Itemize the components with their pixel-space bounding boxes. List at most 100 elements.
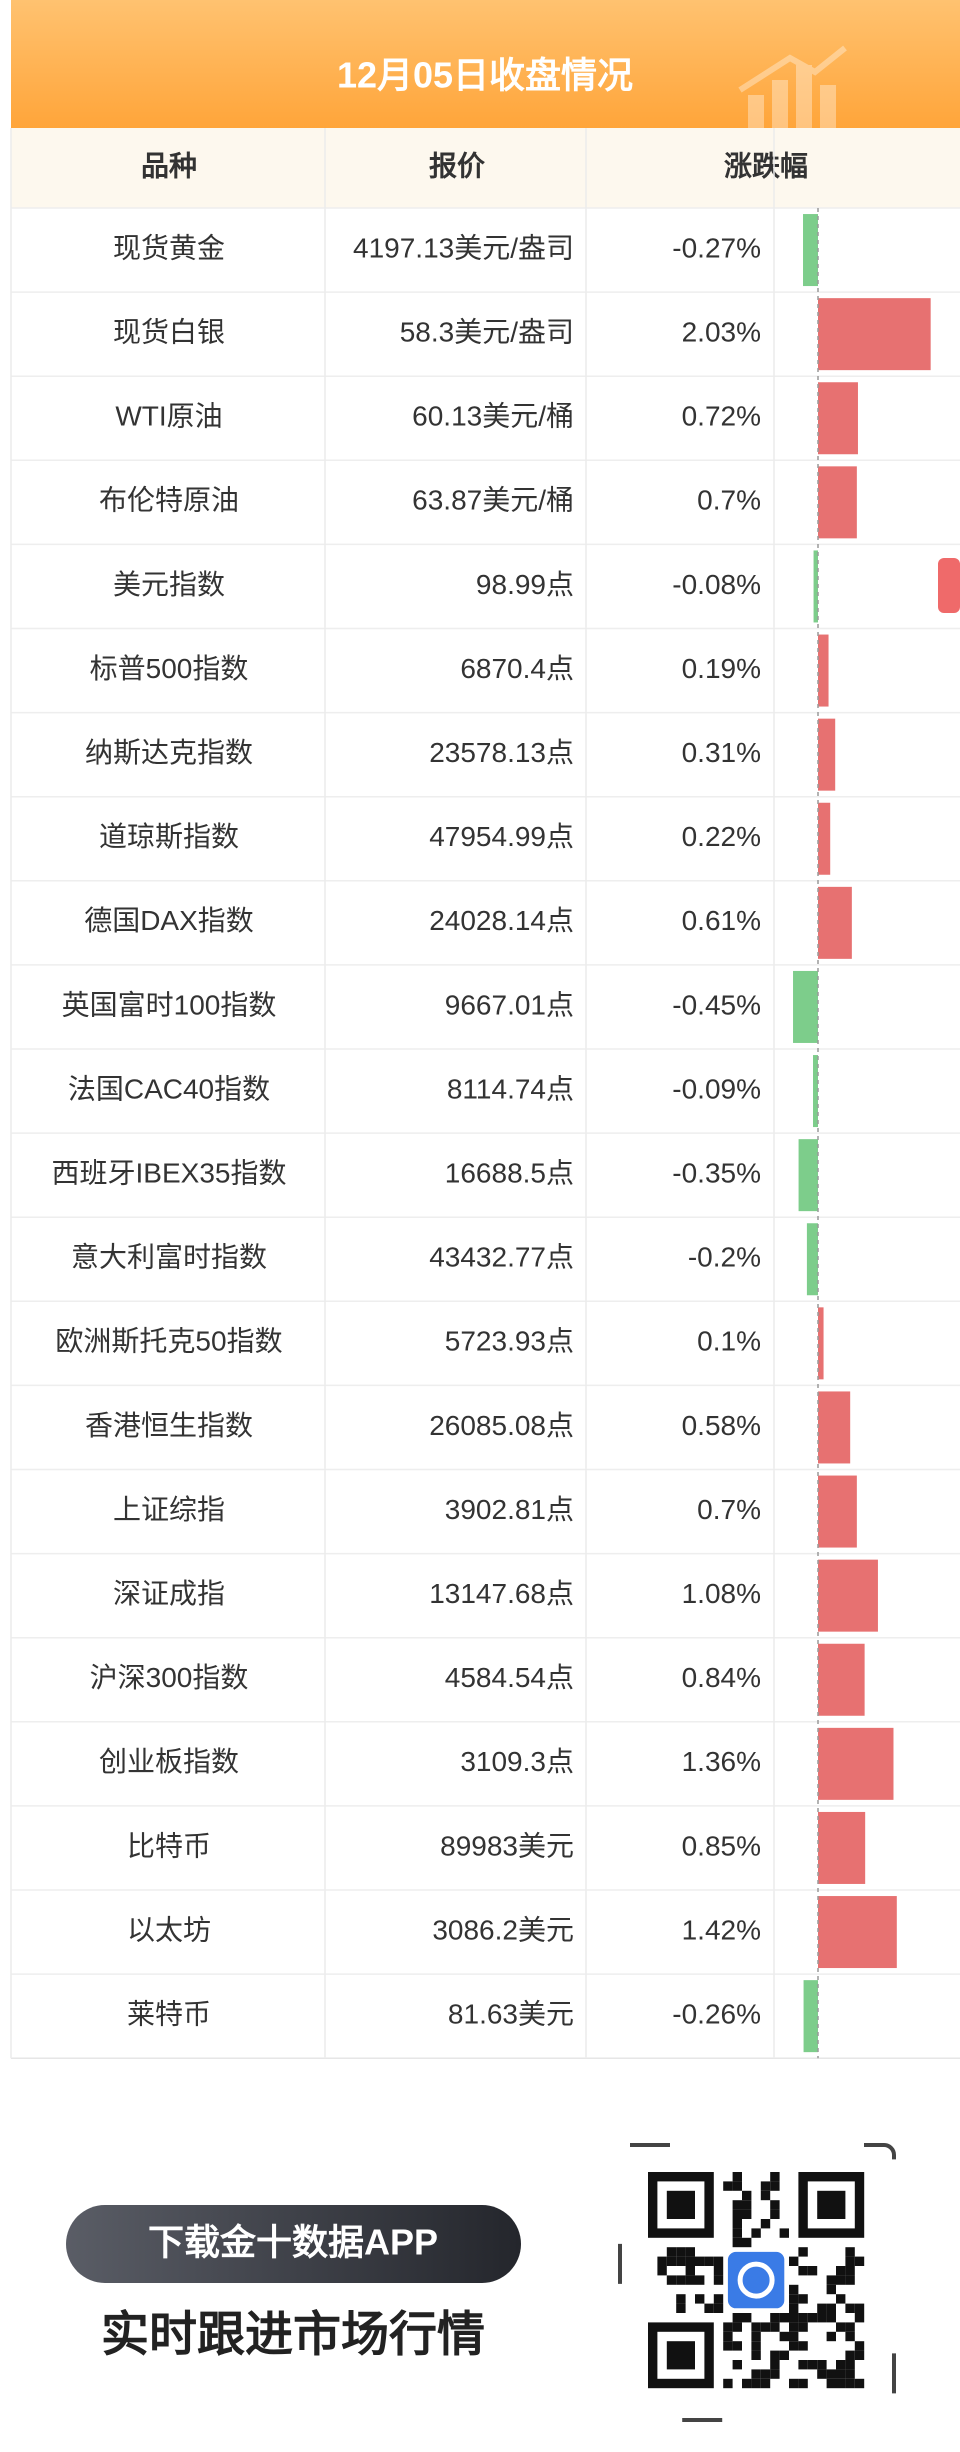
qr-module [770,2313,780,2323]
qr-module [751,2378,761,2389]
qr-module [713,2256,724,2266]
change-label: 0.7% [697,1494,761,1525]
qr-module [798,2378,808,2389]
change-bar [818,886,852,959]
qr-module [826,2331,836,2342]
banner-icon [738,45,847,128]
qr-module [789,2322,799,2332]
change-label: 0.84% [682,1662,761,1693]
change-label: -0.08% [672,569,761,600]
change-label: -0.35% [672,1158,761,1189]
qr-module [742,2378,752,2389]
qr-module [695,2294,705,2304]
qr-module [760,2369,771,2379]
change-bar [806,1223,818,1296]
change-label: 0.31% [682,737,761,768]
qr-module [751,2322,761,2332]
qr-module [732,2172,742,2182]
change-label: -0.2% [688,1242,761,1273]
change-label: 2.03% [682,317,761,348]
qr-module [854,2341,865,2351]
price: 43432.77点 [429,1242,574,1273]
qr-module [770,2181,780,2191]
qr-module [695,2256,705,2266]
qr-module [845,2256,855,2266]
qr-module [676,2256,686,2266]
qr-code [618,2143,896,2422]
qr-module [676,2275,686,2285]
qr-module [826,2303,836,2313]
qr-module [798,2313,808,2323]
qr-module [817,2313,827,2323]
qr-module [770,2360,780,2370]
change-bar [818,1391,851,1464]
instrument-name: 标普500指数 [90,653,249,684]
qr-module [685,2266,695,2276]
change-bar [818,1727,894,1800]
change-bar [818,1475,857,1548]
instrument-name: 西班牙IBEX35指数 [52,1158,287,1189]
qr-module [723,2331,733,2342]
change-bar [818,802,831,875]
change-label: 0.85% [682,1830,761,1861]
qr-module [742,2190,752,2201]
change-bar [798,1139,818,1212]
qr-module [789,2341,799,2351]
qr-module [760,2181,771,2191]
price: 4584.54点 [445,1662,574,1693]
price: 26085.08点 [429,1410,574,1441]
instrument-name: 英国富时100指数 [62,989,277,1020]
qr-module [751,2341,761,2351]
change-bar [818,718,836,791]
qr-module [770,2172,780,2182]
qr-module [798,2266,808,2276]
qr-module [732,2313,742,2323]
qr-module [798,2322,808,2332]
title-banner [11,0,960,128]
qr-module [713,2275,724,2285]
price: 5723.93点 [445,1326,574,1357]
qr-module [732,2322,742,2332]
qr-module [760,2219,771,2229]
qr-module [817,2303,827,2313]
change-label: -0.26% [672,1999,761,2030]
download-text: 下载金十数据APP [148,2222,438,2263]
qr-module [826,2378,836,2389]
instrument-name: 沪深300指数 [90,1662,249,1693]
price: 16688.5点 [445,1158,574,1189]
qr-module [845,2331,855,2342]
qr-module [676,2247,686,2257]
download-button[interactable] [66,2205,521,2283]
change-bar [818,298,931,371]
qr-module [779,2331,789,2342]
qr-module [845,2369,855,2379]
qr-module [836,2322,846,2332]
qr-module [807,2313,818,2323]
qr-module [854,2378,865,2389]
qr-module [836,2369,846,2379]
change-label: 0.19% [682,653,761,684]
change-bar [813,550,818,623]
qr-module [732,2237,742,2248]
side-tab[interactable] [938,558,960,613]
price: 63.87美元/桶 [412,485,574,516]
table-body: 现货黄金 4197.13美元/盎司 -0.27% 现货白银 58.3美元/盎司 2.03%… [10,128,960,2059]
qr-module [657,2256,667,2266]
change-bar [818,1643,865,1716]
instrument-name: 现货黄金 [113,232,225,263]
qr-module [845,2322,855,2332]
qr-module [836,2266,846,2276]
qr-module [789,2378,799,2389]
qr-module [742,2313,752,2323]
qr-module [770,2350,780,2360]
qr-module [770,2209,780,2219]
qr-module [676,2303,686,2313]
price: 3086.2美元 [432,1914,574,1945]
qr-module [732,2341,742,2351]
change-bar [818,634,829,707]
qr-module [845,2266,855,2276]
qr-module [723,2322,733,2332]
change-bar [818,466,857,539]
